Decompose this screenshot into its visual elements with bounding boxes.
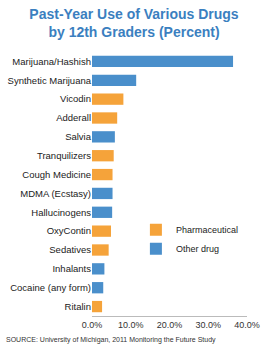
svg-text:40.0%: 40.0%: [234, 320, 260, 330]
svg-text:Sedatives: Sedatives: [49, 244, 91, 255]
svg-text:SOURCE: University of Michigan: SOURCE: University of Michigan, 2011 Mon…: [6, 336, 216, 344]
svg-text:Vicodin: Vicodin: [60, 93, 91, 104]
svg-text:MDMA (Ecstasy): MDMA (Ecstasy): [20, 188, 91, 199]
svg-text:Salvia: Salvia: [65, 131, 92, 142]
svg-text:Synthetic Marijuana: Synthetic Marijuana: [8, 75, 92, 86]
svg-text:Cough Medicine: Cough Medicine: [22, 169, 91, 180]
svg-text:Ritalin: Ritalin: [65, 301, 91, 312]
svg-text:0.0%: 0.0%: [82, 320, 103, 330]
svg-text:Hallucinogens: Hallucinogens: [31, 207, 91, 218]
svg-text:Inhalants: Inhalants: [52, 263, 91, 274]
svg-text:Marijuana/Hashish: Marijuana/Hashish: [12, 56, 91, 67]
svg-text:OxyContin: OxyContin: [47, 225, 91, 236]
svg-text:20.0%: 20.0%: [157, 320, 183, 330]
svg-text:Pharmaceutical: Pharmaceutical: [176, 225, 238, 235]
svg-text:30.0%: 30.0%: [195, 320, 221, 330]
svg-text:Tranquilizers: Tranquilizers: [37, 150, 91, 161]
svg-text:Other drug: Other drug: [176, 244, 219, 254]
svg-text:10.0%: 10.0%: [118, 320, 144, 330]
svg-text:Past-Year Use of Various Drugs: Past-Year Use of Various Drugsby 12th Gr…: [29, 6, 239, 40]
svg-text:Cocaine (any form): Cocaine (any form): [10, 282, 91, 293]
svg-text:Adderall: Adderall: [56, 112, 91, 123]
